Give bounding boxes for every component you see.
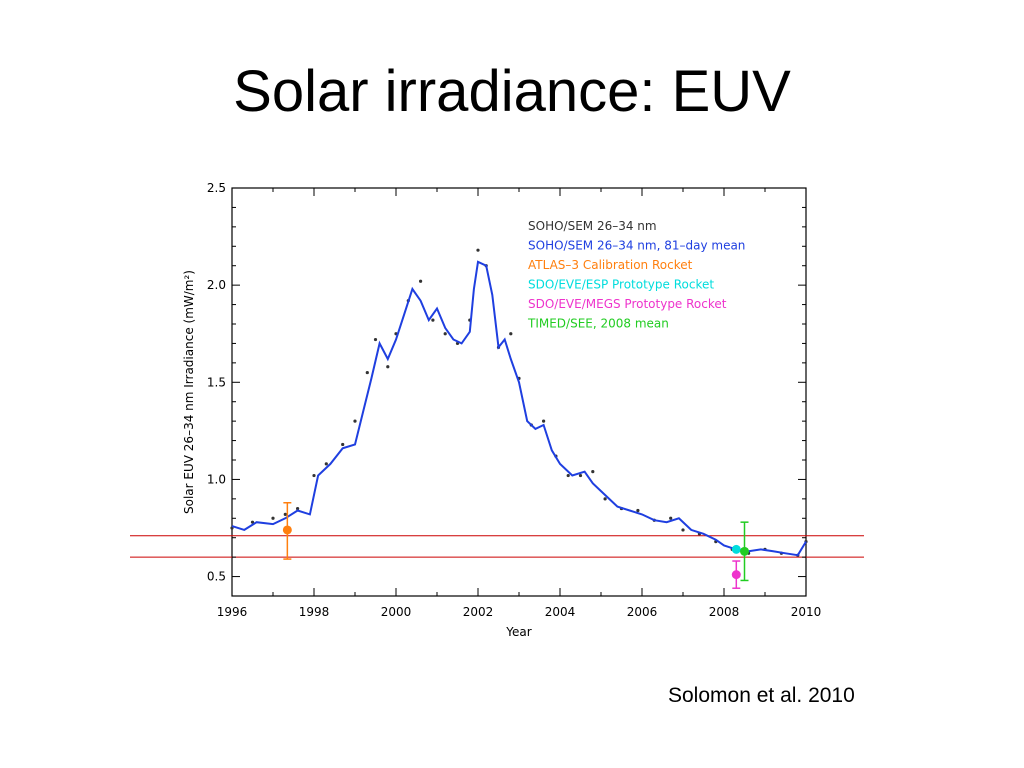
timed-point: [740, 546, 749, 556]
daily-point: [509, 332, 513, 336]
x-tick-label: 2002: [463, 605, 494, 619]
legend-soho-mean: SOHO/SEM 26–34 nm, 81–day mean: [528, 239, 745, 253]
legend-megs: SDO/EVE/MEGS Prototype Rocket: [528, 297, 727, 311]
daily-point: [250, 520, 255, 524]
atlas-point: [282, 525, 292, 535]
daily-point: [566, 473, 570, 478]
y-tick-label: 2.0: [207, 278, 226, 292]
daily-point: [603, 497, 607, 501]
daily-point: [419, 279, 423, 283]
legend-esp: SDO/EVE/ESP Prototype Rocket: [528, 278, 714, 292]
mean-line: [231, 260, 807, 557]
citation: Solomon et al. 2010: [668, 684, 855, 707]
x-tick-label: 2000: [381, 605, 412, 619]
x-tick-label: 2004: [545, 605, 576, 619]
daily-point: [636, 508, 640, 513]
daily-point: [353, 419, 357, 423]
x-tick-label: 1998: [299, 605, 330, 619]
y-tick-label: 0.5: [207, 570, 226, 584]
slide-title: Solar irradiance: EUV: [233, 59, 791, 124]
daily-point: [324, 462, 328, 466]
daily-point: [365, 370, 369, 375]
daily-point: [669, 516, 673, 520]
daily-point: [271, 516, 275, 520]
daily-point: [312, 473, 316, 478]
legend-timed: TIMED/SEE, 2008 mean: [527, 317, 669, 331]
x-tick-label: 2010: [791, 605, 822, 619]
esp-point: [731, 544, 741, 554]
daily-point: [681, 528, 685, 532]
y-tick-label: 1.5: [207, 375, 226, 389]
y-tick-label: 1.0: [207, 472, 226, 486]
daily-point: [341, 442, 345, 447]
daily-point: [283, 512, 287, 517]
x-tick-label: 2006: [627, 605, 658, 619]
megs-point: [731, 570, 741, 580]
x-axis-label: Year: [505, 625, 531, 639]
daily-point: [386, 365, 390, 369]
daily-point: [542, 419, 546, 423]
daily-point: [591, 470, 595, 474]
x-tick-label: 2008: [709, 605, 740, 619]
daily-point: [296, 506, 300, 511]
daily-point: [476, 248, 480, 252]
legend-atlas: ATLAS–3 Calibration Rocket: [528, 258, 693, 272]
daily-point: [578, 473, 583, 478]
legend-soho-daily: SOHO/SEM 26–34 nm: [528, 219, 657, 233]
y-tick-label: 2.5: [207, 181, 226, 195]
y-axis-label: Solar EUV 26–34 nm Irradiance (mW/m²): [182, 270, 196, 514]
daily-point: [443, 332, 447, 336]
x-tick-label: 1996: [217, 605, 248, 619]
daily-point: [431, 318, 435, 322]
daily-point: [373, 337, 378, 342]
